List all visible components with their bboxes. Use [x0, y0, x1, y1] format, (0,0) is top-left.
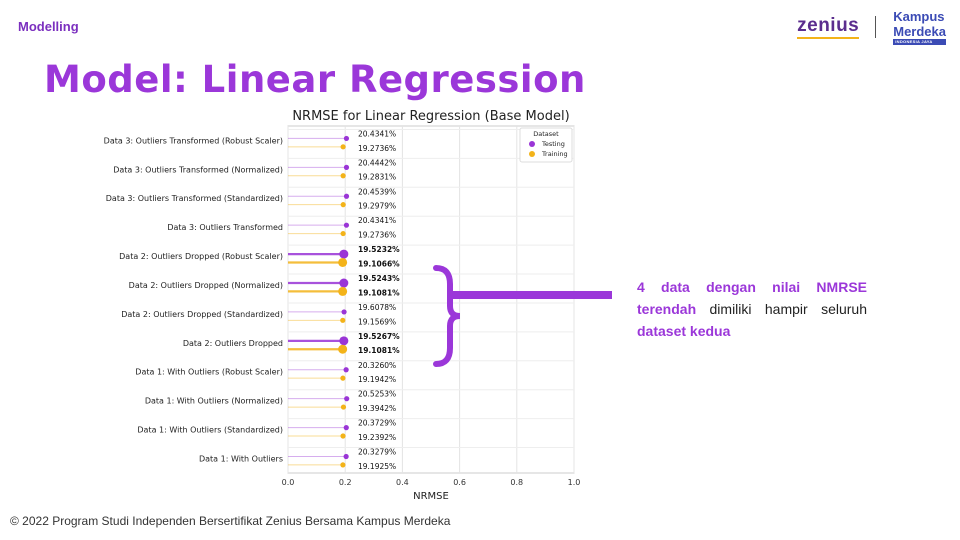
training-point: [340, 230, 346, 237]
training-value-label: 19.2979%: [358, 202, 396, 211]
y-tick-label: Data 2: Outliers Dropped (Standardized): [121, 310, 283, 319]
footer-copyright: © 2022 Program Studi Independen Berserti…: [10, 514, 451, 528]
legend-training-marker: [529, 151, 535, 157]
y-tick-label: Data 1: With Outliers (Robust Scaler): [135, 368, 283, 377]
training-point: [340, 144, 346, 150]
training-value-label: 19.1925%: [358, 462, 396, 471]
kampus-merdeka-logo: Kampus Merdeka INDONESIA JAYA: [893, 9, 946, 45]
logo-divider: [875, 16, 877, 38]
page-title: Model: Linear Regression: [44, 58, 586, 101]
training-value-label: 19.1942%: [358, 375, 396, 384]
nrmse-lollipop-chart: NRMSE for Linear Regression (Base Model)…: [104, 109, 581, 502]
training-point: [340, 173, 346, 179]
training-point: [338, 344, 348, 354]
training-value-label: 19.3942%: [358, 404, 396, 413]
testing-point: [343, 222, 350, 228]
testing-value-label: 20.3260%: [358, 361, 396, 370]
training-value-label: 19.2392%: [358, 433, 396, 442]
testing-point: [343, 367, 349, 373]
testing-point: [339, 336, 349, 346]
testing-value-label: 20.3279%: [358, 448, 396, 457]
x-axis-label: NRMSE: [413, 491, 449, 502]
x-tick-label: 0.8: [510, 478, 523, 487]
plot-area: [287, 125, 575, 474]
testing-value-label: 20.3729%: [358, 419, 396, 428]
training-point: [340, 433, 346, 439]
y-tick-label: Data 2: Outliers Dropped: [183, 339, 283, 348]
y-tick-label: Data 1: With Outliers: [199, 454, 283, 463]
callout-connector: [452, 291, 612, 299]
training-value-label: 19.1081%: [358, 346, 400, 355]
legend-testing-marker: [529, 141, 535, 147]
training-value-label: 19.2736%: [358, 231, 396, 240]
training-value-label: 19.1081%: [358, 288, 400, 297]
chart-title: NRMSE for Linear Regression (Base Model): [292, 109, 569, 124]
testing-value-label: 19.6078%: [358, 303, 396, 312]
testing-value-label: 19.5232%: [358, 245, 400, 254]
training-point: [340, 462, 346, 468]
y-tick-label: Data 2: Outliers Dropped (Normalized): [129, 281, 283, 290]
training-point: [340, 404, 347, 410]
y-tick-label: Data 3: Outliers Transformed (Standardiz…: [106, 194, 283, 203]
training-point: [338, 286, 348, 296]
testing-point: [339, 278, 349, 288]
legend-training-label: Training: [541, 150, 568, 158]
testing-value-label: 20.4539%: [358, 187, 396, 196]
testing-point: [339, 249, 349, 259]
y-tick-label: Data 3: Outliers Transformed: [167, 223, 283, 232]
x-tick-label: 0.0: [282, 478, 295, 487]
testing-point: [343, 164, 350, 170]
testing-value-label: 20.5253%: [358, 390, 396, 399]
callout-highlight-2: dataset kedua: [637, 323, 731, 339]
testing-point: [341, 309, 347, 315]
curly-brace-icon: [433, 265, 461, 367]
testing-value-label: 20.4341%: [358, 129, 396, 138]
merdeka-logo-text: Merdeka: [893, 24, 946, 39]
training-value-label: 19.1569%: [358, 317, 396, 326]
testing-value-label: 20.4442%: [358, 158, 396, 167]
legend-testing-label: Testing: [541, 140, 565, 148]
logo-tagline: INDONESIA JAYA: [893, 39, 946, 45]
training-point: [338, 257, 348, 267]
y-tick-label: Data 1: With Outliers (Normalized): [145, 397, 283, 406]
testing-value-label: 20.4341%: [358, 216, 396, 225]
testing-point: [343, 193, 350, 199]
x-tick-label: 1.0: [568, 478, 581, 487]
testing-value-label: 19.5267%: [358, 332, 400, 341]
training-point: [340, 317, 346, 323]
testing-value-label: 19.5243%: [358, 274, 400, 283]
callout-text: 4 data dengan nilai NMRSE terendah dimil…: [637, 276, 867, 342]
y-tick-label: Data 3: Outliers Transformed (Normalized…: [113, 165, 283, 174]
training-value-label: 19.2736%: [358, 144, 396, 153]
testing-point: [343, 135, 350, 142]
brand-logos: zenius Kampus Merdeka INDONESIA JAYA: [797, 9, 946, 45]
callout-plain: dimiliki hampir seluruh: [696, 301, 868, 317]
y-tick-label: Data 2: Outliers Dropped (Robust Scaler): [119, 252, 283, 261]
x-tick-label: 0.4: [396, 478, 409, 487]
testing-point: [344, 396, 350, 402]
legend-title: Dataset: [533, 130, 559, 138]
training-point: [340, 375, 346, 381]
training-point: [340, 202, 346, 208]
zenius-logo: zenius: [797, 15, 860, 39]
callout-highlight-1: 4 data dengan nilai NMRSE terendah: [637, 279, 867, 317]
x-tick-label: 0.2: [339, 478, 352, 487]
y-tick-label: Data 1: With Outliers (Standardized): [137, 426, 283, 435]
testing-point: [343, 425, 349, 431]
training-value-label: 19.2831%: [358, 173, 396, 182]
training-value-label: 19.1066%: [358, 259, 400, 268]
x-tick-label: 0.6: [453, 478, 466, 487]
testing-point: [343, 453, 349, 460]
section-label: Modelling: [18, 19, 79, 34]
kampus-logo-text: Kampus: [893, 9, 945, 24]
y-tick-label: Data 3: Outliers Transformed (Robust Sca…: [104, 136, 283, 145]
